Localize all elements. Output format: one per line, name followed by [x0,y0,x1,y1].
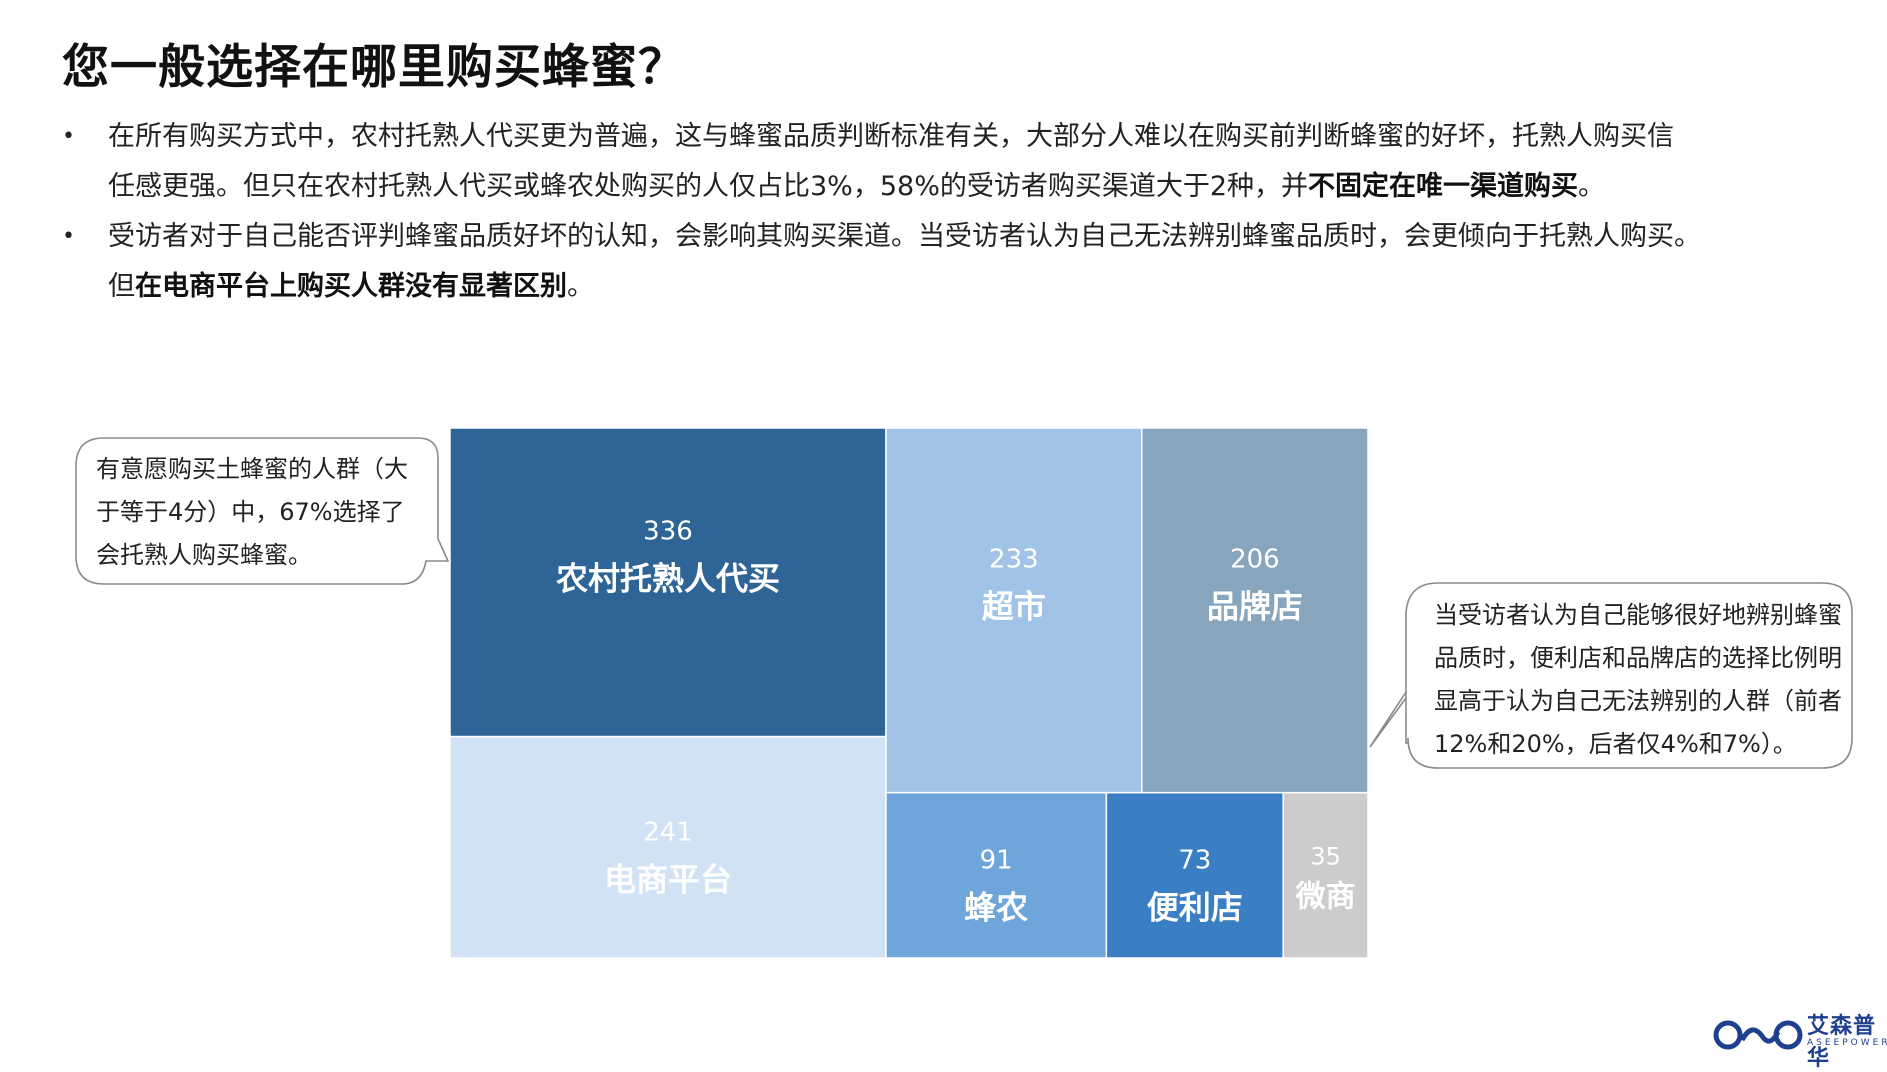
treemap-tile-rect [885,428,1143,794]
page-title: 您一般选择在哪里购买蜂蜜？ [62,40,686,95]
treemap-tile-label: 电商平台 [604,860,732,898]
callout-left-line: 会托熟人购买蜂蜜。 [96,541,312,569]
bullet-line: 受访者对于自己能否评判蜂蜜品质好坏的认知，会影响其购买渠道。当受访者认为自己无法… [108,212,1842,262]
treemap-tile-label: 便利店 [1147,888,1243,926]
bullet-text: 任感更强。但只在农村托熟人代买或蜂农处购买的人仅占比3%，58%的受访者购买渠道… [108,171,1309,202]
treemap-tile-rect [1141,428,1368,794]
bullet-line: 任感更强。但只在农村托熟人代买或蜂农处购买的人仅占比3%，58%的受访者购买渠道… [108,162,1842,212]
bullet-dot-icon: • [62,124,75,149]
callout-right: 当受访者认为自己能够很好地辨别蜂蜜 品质时，便利店和品牌店的选择比例明 显高于认… [1369,580,1856,770]
bullet-text: 在所有购买方式中，农村托熟人代买更为普遍，这与蜂蜜品质判断标准有关，大部分人难以… [108,121,1674,152]
brand-logo: 艾森普华 ASEEPOWER [1712,1008,1887,1071]
callout-left-line: 有意愿购买土蜂蜜的人群（大 [96,455,408,483]
bullet-item: • 受访者对于自己能否评判蜂蜜品质好坏的认知，会影响其购买渠道。当受访者认为自己无… [62,212,1842,312]
callout-right-line: 当受访者认为自己能够很好地辨别蜂蜜 [1434,601,1842,629]
treemap-tile-rect [1105,791,1284,958]
bullet-text: 。 [1578,171,1606,202]
bullet-line: 但在电商平台上购买人群没有显著区别。 [108,262,1842,312]
bullet-item: • 在所有购买方式中，农村托熟人代买更为普遍，这与蜂蜜品质判断标准有关，大部分人难… [62,112,1842,212]
treemap-tile: 91 蜂农 [885,791,1108,958]
treemap-tile-rect [1282,791,1368,958]
callout-right-line: 显高于认为自己无法辨别的人群（前者 [1434,687,1842,715]
treemap-tile: 336 农村托熟人代买 [450,428,887,738]
treemap-tile-label: 超市 [982,587,1046,625]
bullet-emphasis: 不固定在唯一渠道购买 [1308,171,1579,202]
treemap-tile-rect [450,735,887,958]
callout-left-bubble [75,437,450,585]
treemap-tile-value: 336 [643,516,693,546]
bullet-dot-icon: • [62,224,75,249]
treemap-tile: 35 微商 [1282,791,1368,958]
treemap-tile-label: 品牌店 [1207,587,1303,625]
callout-right-line: 品质时，便利店和品牌店的选择比例明 [1434,644,1842,672]
treemap-tile-rect [450,428,887,738]
treemap-tile-value: 233 [989,544,1039,574]
bullet-list: • 在所有购买方式中，农村托熟人代买更为普遍，这与蜂蜜品质判断标准有关，大部分人难… [62,112,1842,312]
treemap-tile-value: 91 [980,845,1013,875]
callout-left: 有意愿购买土蜂蜜的人群（大 于等于4分）中，67%选择了 会托熟人购买蜂蜜。 [72,437,452,588]
treemap-tile: 206 品牌店 [1141,428,1368,794]
treemap-tile-value: 206 [1230,544,1280,574]
logo-brand-text: 艾森普华 [1807,1014,1877,1071]
callout-left-line: 于等于4分）中，67%选择了 [96,498,405,526]
treemap-tile: 233 超市 [885,428,1143,794]
logo-sub-text: ASEEPOWER [1807,1038,1887,1048]
treemap-tile: 241 电商平台 [450,735,887,958]
treemap-tile-label: 蜂农 [964,888,1028,926]
treemap-tile-label: 农村托熟人代买 [556,559,780,597]
bullet-text: 受访者对于自己能否评判蜂蜜品质好坏的认知，会影响其购买渠道。当受访者认为自己无法… [108,221,1701,252]
bullet-emphasis: 在电商平台上购买人群没有显著区别 [135,271,567,302]
logo-mark-icon [1713,1020,1803,1050]
treemap-tile-label: 微商 [1295,879,1356,914]
bullet-text: 。 [567,271,594,302]
bullet-text: 但 [108,271,135,302]
treemap-tile-rect [885,791,1108,958]
treemap-tile-value: 35 [1310,842,1341,870]
treemap-tile-value: 241 [643,817,693,847]
callout-right-line: 12%和20%，后者仅4%和7%）。 [1434,730,1797,758]
bullet-line: 在所有购买方式中，农村托熟人代买更为普遍，这与蜂蜜品质判断标准有关，大部分人难以… [108,112,1842,162]
treemap-chart: 336 农村托熟人代买 241 电商平台 233 超市 206 品牌店 91 蜂农 73 便利店 35 微… [450,428,1368,958]
treemap-tile-value: 73 [1178,845,1211,875]
treemap-tile: 73 便利店 [1105,791,1284,958]
callout-right-bubble [1369,582,1853,769]
